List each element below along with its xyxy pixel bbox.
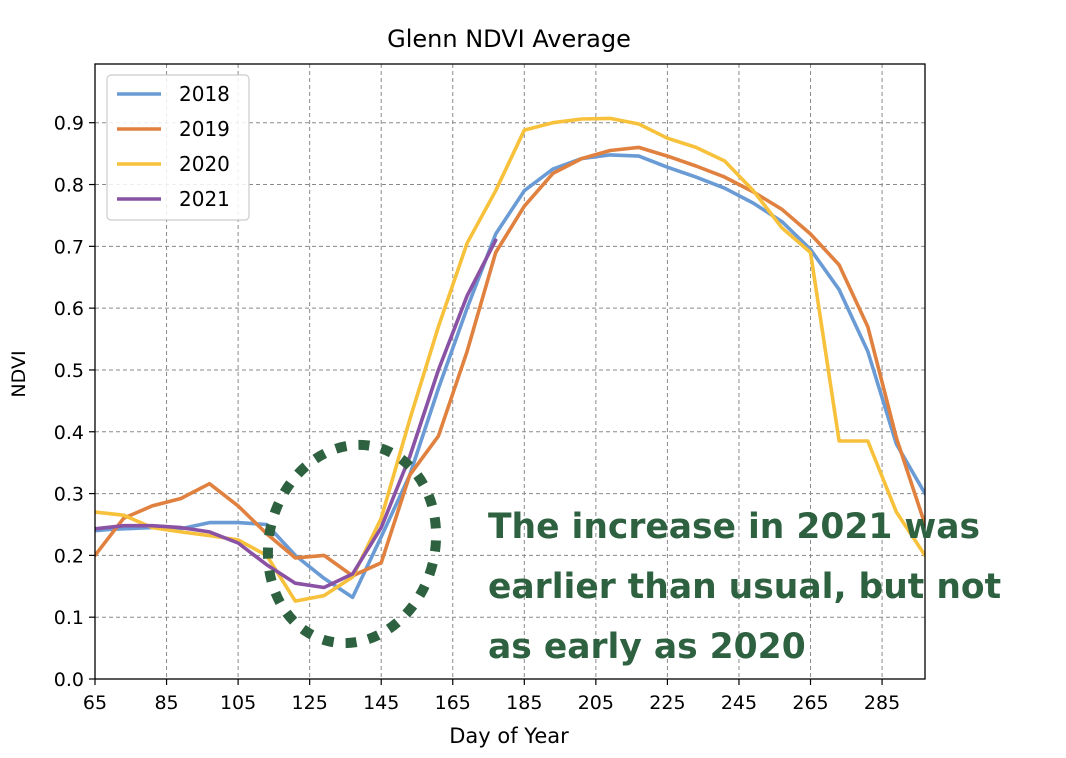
legend: 2018 2019 2020 2021 [106,74,250,221]
series-line-2018 [95,153,925,600]
y-tick-label: 0.1 [54,607,84,629]
plot-frame [94,63,926,680]
y-tick-label: 0.8 [54,175,84,197]
x-tick-label: 165 [435,692,471,714]
x-tick-label: 285 [864,692,900,714]
y-tick-label: 0.2 [54,545,84,567]
y-axis-ticks: 0.0 0.1 0.2 0.3 0.4 0.5 0.6 0.7 0.8 0.9 [54,113,95,691]
y-tick-label: 0.5 [54,360,84,382]
y-axis-label: NDVI [8,350,30,397]
y-tick-label: 0.0 [54,669,84,691]
legend-label-2018: 2018 [179,82,230,106]
series-lines [95,116,925,603]
legend-label-2019: 2019 [179,117,230,141]
x-tick-label: 265 [792,692,828,714]
y-tick-label: 0.6 [54,298,84,320]
x-tick-label: 245 [721,692,757,714]
legend-box [106,74,250,221]
series-line-2021 [95,238,498,590]
y-tick-label: 0.3 [54,484,84,506]
x-tick-label: 85 [154,692,178,714]
annotation-text: The increase in 2021 was earlier than us… [488,497,1058,677]
x-tick-label: 105 [220,692,256,714]
legend-label-2020: 2020 [179,152,230,176]
series-line-2019 [95,145,925,578]
x-tick-label: 205 [578,692,614,714]
x-axis-ticks: 65 85 105 125 145 165 185 205 225 245 265 285 [83,679,900,714]
x-tick-label: 65 [83,692,107,714]
x-tick-label: 185 [506,692,542,714]
x-tick-label: 145 [363,692,399,714]
x-tick-label: 225 [649,692,685,714]
legend-label-2021: 2021 [179,187,230,211]
x-axis-label: Day of Year [449,724,569,748]
y-tick-label: 0.9 [54,113,84,135]
y-tick-label: 0.7 [54,236,84,258]
y-tick-label: 0.4 [54,422,84,444]
annotation-line-1: The increase in 2021 was [488,507,981,547]
series-line-2020 [95,116,925,603]
annotation-line-2: earlier than usual, but not [488,567,1002,607]
chart-title: Glenn NDVI Average [387,25,631,53]
x-tick-label: 125 [292,692,328,714]
annotation-line-3: as early as 2020 [488,627,806,667]
highlight-circle [262,439,442,649]
